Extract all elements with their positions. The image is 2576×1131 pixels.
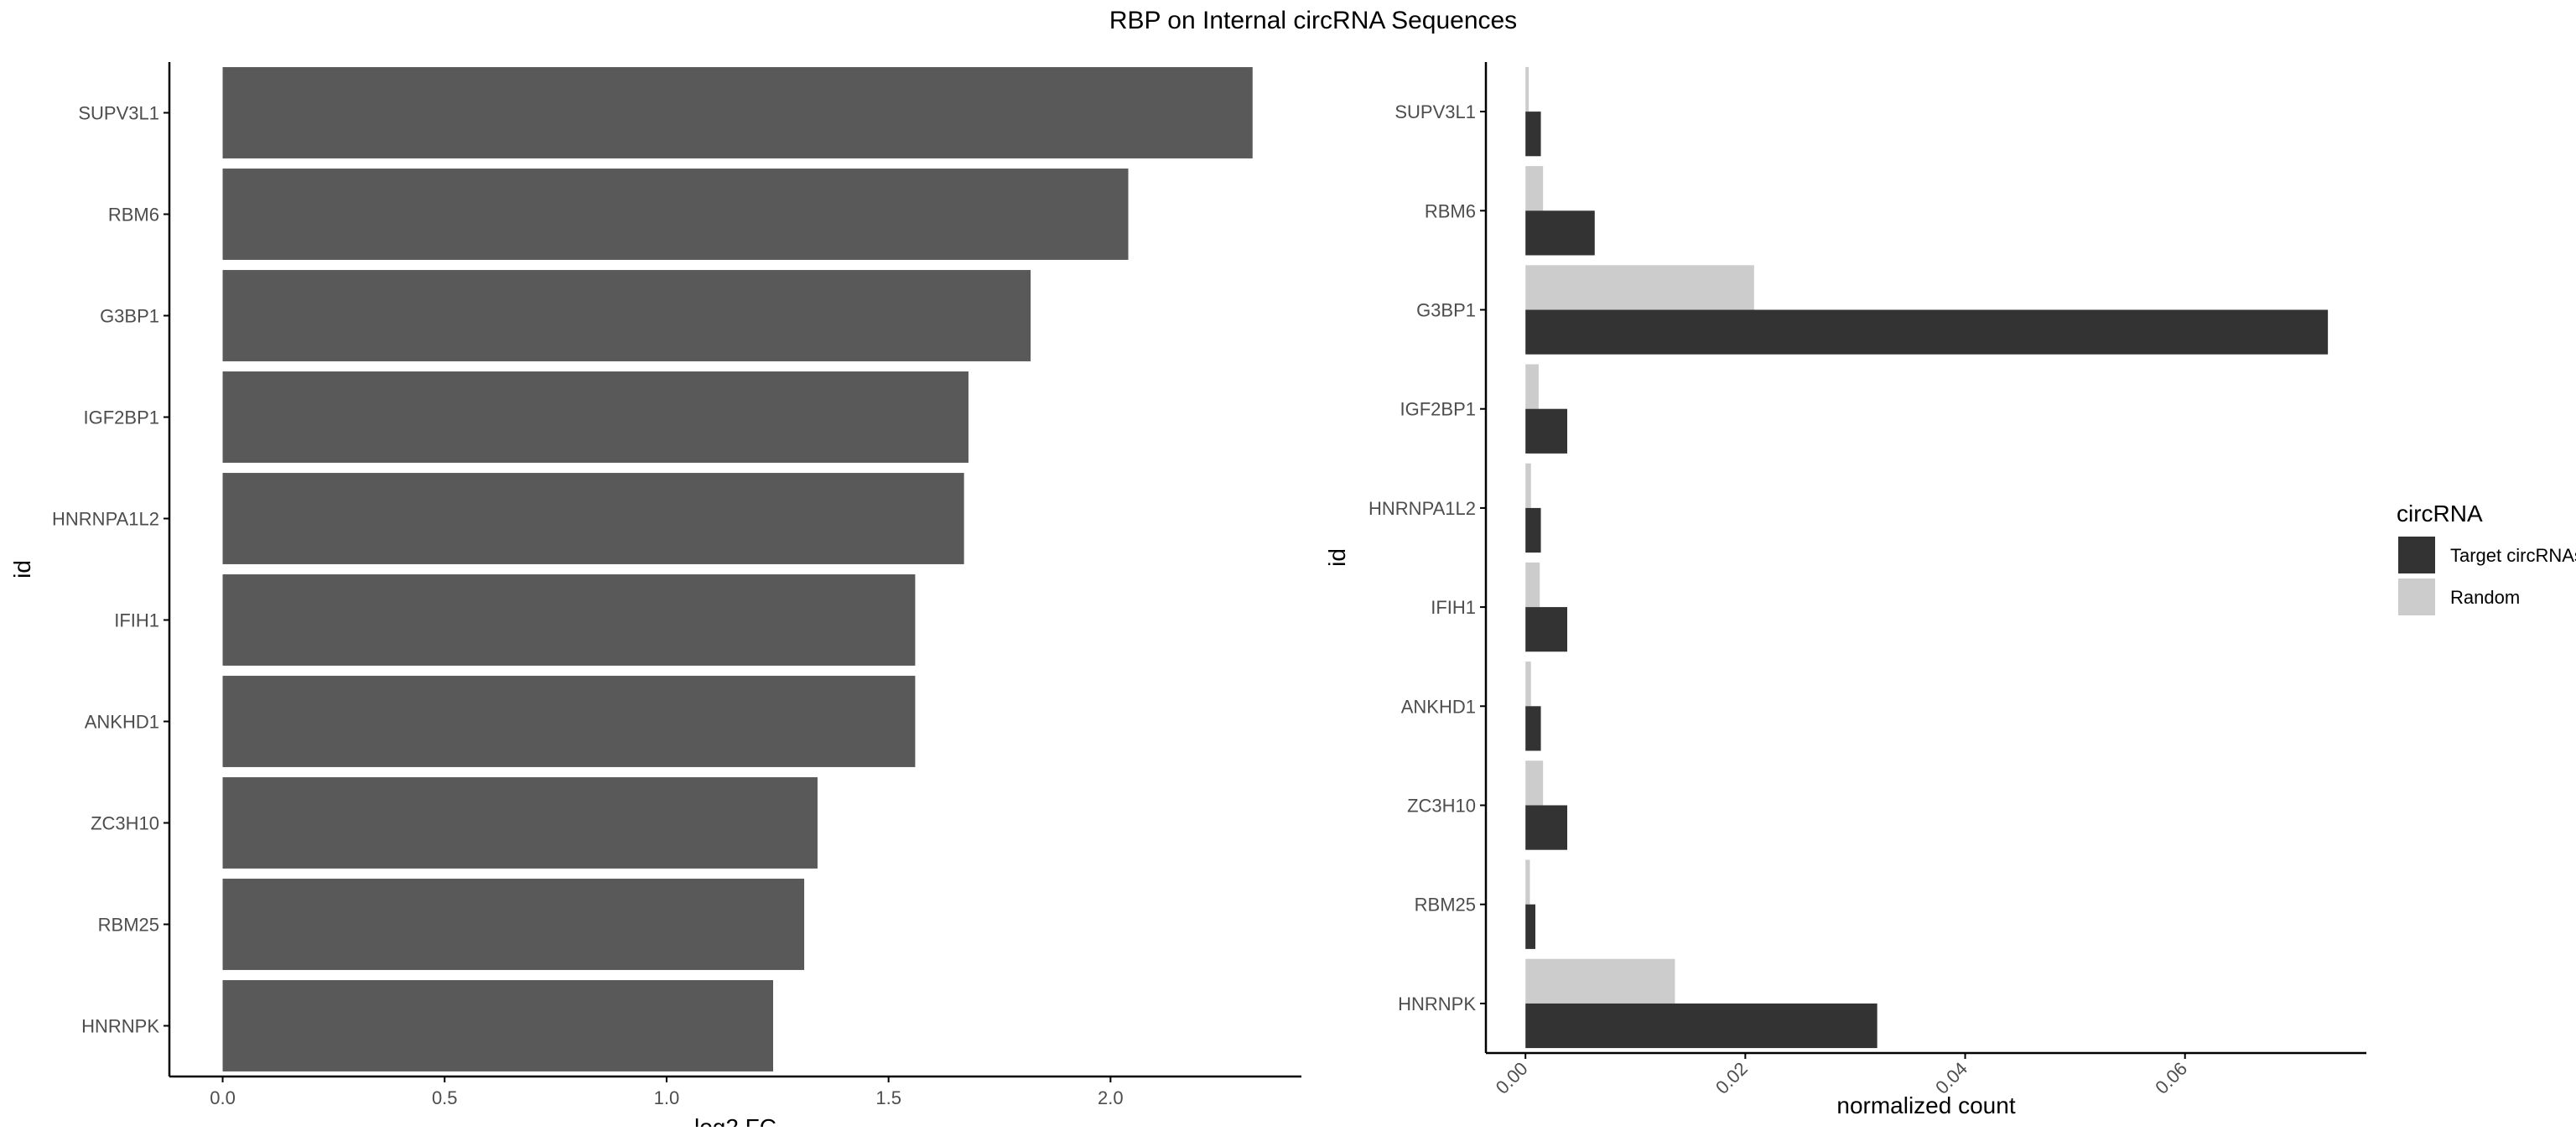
bar-random-hnrnpk: [1525, 958, 1675, 1004]
legend: circRNA Target circRNAs Random: [2397, 501, 2576, 615]
y-tick-label: ANKHD1: [1401, 696, 1476, 717]
x-tick-label: 0.06: [2151, 1058, 2191, 1098]
x-axis-title: log2 FC: [694, 1114, 776, 1127]
y-axis-title: id: [9, 560, 35, 578]
y-tick-label: IGF2BP1: [1400, 399, 1476, 420]
bar-random-rbm25: [1525, 859, 1530, 905]
bar-random-zc3h10: [1525, 760, 1544, 806]
y-tick-label: G3BP1: [100, 306, 159, 327]
bar-target-rbm25: [1525, 904, 1535, 949]
bar-igf2bp1: [222, 371, 969, 463]
x-axis-title: normalized count: [1836, 1092, 2015, 1118]
bar-zc3h10: [222, 777, 818, 869]
bar-target-hnrnpa1l2: [1525, 507, 1541, 553]
y-tick-label: RBM25: [98, 915, 159, 936]
left-panel: SUPV3L1 RBM6 G3BP1 IGF2BP1 HNRNPA1L2 IFIH1 ANK…: [9, 62, 1301, 1131]
bar-target-ankhd1: [1525, 706, 1541, 751]
bar-ankhd1: [222, 676, 916, 767]
bar-target-supv3l1: [1525, 112, 1541, 157]
legend-label: Target circRNAs: [2450, 545, 2576, 566]
bar-target-rbm6: [1525, 210, 1595, 256]
chart-title: RBP on Internal circRNA Sequences: [1109, 7, 1517, 34]
x-tick-label: 2.0: [1098, 1087, 1124, 1108]
bar-random-ifih1: [1525, 562, 1540, 608]
y-tick-label: RBM6: [1425, 200, 1476, 221]
y-tick-label: HNRNPA1L2: [52, 509, 159, 530]
y-tick-label: IFIH1: [1431, 597, 1476, 618]
bar-hnrnpa1l2: [222, 473, 964, 564]
y-tick-label: RBM6: [108, 205, 159, 226]
y-tick-label: ZC3H10: [1407, 796, 1476, 817]
y-tick-label: HNRNPK: [81, 1016, 159, 1037]
bar-random-igf2bp1: [1525, 364, 1539, 409]
y-axis-title: id: [1324, 548, 1350, 567]
y-tick-label: RBM25: [1415, 895, 1476, 916]
bar-random-ankhd1: [1525, 661, 1531, 707]
bar-hnrnpk: [222, 980, 773, 1071]
bar-rbm6: [222, 169, 1129, 260]
y-tick-label: ANKHD1: [85, 712, 159, 733]
bar-target-zc3h10: [1525, 805, 1568, 850]
bar-random-supv3l1: [1525, 66, 1530, 112]
bar-rbm25: [222, 879, 805, 970]
right-panel: SUPV3L1 RBM6 G3BP1 IGF2BP1 HNRNPA1L2 IFIH1 ANK…: [1324, 62, 2366, 1118]
y-tick-label: HNRNPA1L2: [1368, 498, 1476, 519]
x-tick-label: 0.5: [432, 1087, 458, 1108]
y-tick-label: ZC3H10: [91, 813, 159, 834]
x-tick-label: 0.02: [1711, 1058, 1752, 1098]
legend-title: circRNA: [2397, 501, 2483, 527]
legend-swatch-random: [2398, 578, 2435, 615]
y-tick-label: HNRNPK: [1398, 994, 1476, 1014]
bar-random-rbm6: [1525, 166, 1544, 211]
y-tick-label: IFIH1: [114, 610, 159, 631]
bar-g3bp1: [222, 270, 1031, 361]
bar-ifih1: [222, 574, 916, 666]
bar-target-g3bp1: [1525, 309, 2329, 355]
legend-label: Random: [2450, 587, 2520, 608]
y-tick-label: SUPV3L1: [78, 103, 159, 124]
bar-random-hnrnpa1l2: [1525, 463, 1531, 508]
bar-target-ifih1: [1525, 607, 1568, 652]
y-tick-label: G3BP1: [1416, 300, 1476, 321]
y-tick-label: SUPV3L1: [1394, 101, 1476, 122]
x-tick-label: 1.5: [875, 1087, 901, 1108]
bar-supv3l1: [222, 67, 1253, 158]
x-tick-label: 1.0: [654, 1087, 680, 1108]
bar-random-g3bp1: [1525, 265, 1754, 310]
x-tick-label: 0.0: [210, 1087, 236, 1108]
bar-target-igf2bp1: [1525, 408, 1568, 454]
legend-swatch-target: [2398, 537, 2435, 573]
bar-target-hnrnpk: [1525, 1003, 1877, 1049]
x-tick-label: 0.00: [1492, 1058, 1532, 1098]
y-tick-label: IGF2BP1: [84, 407, 159, 428]
